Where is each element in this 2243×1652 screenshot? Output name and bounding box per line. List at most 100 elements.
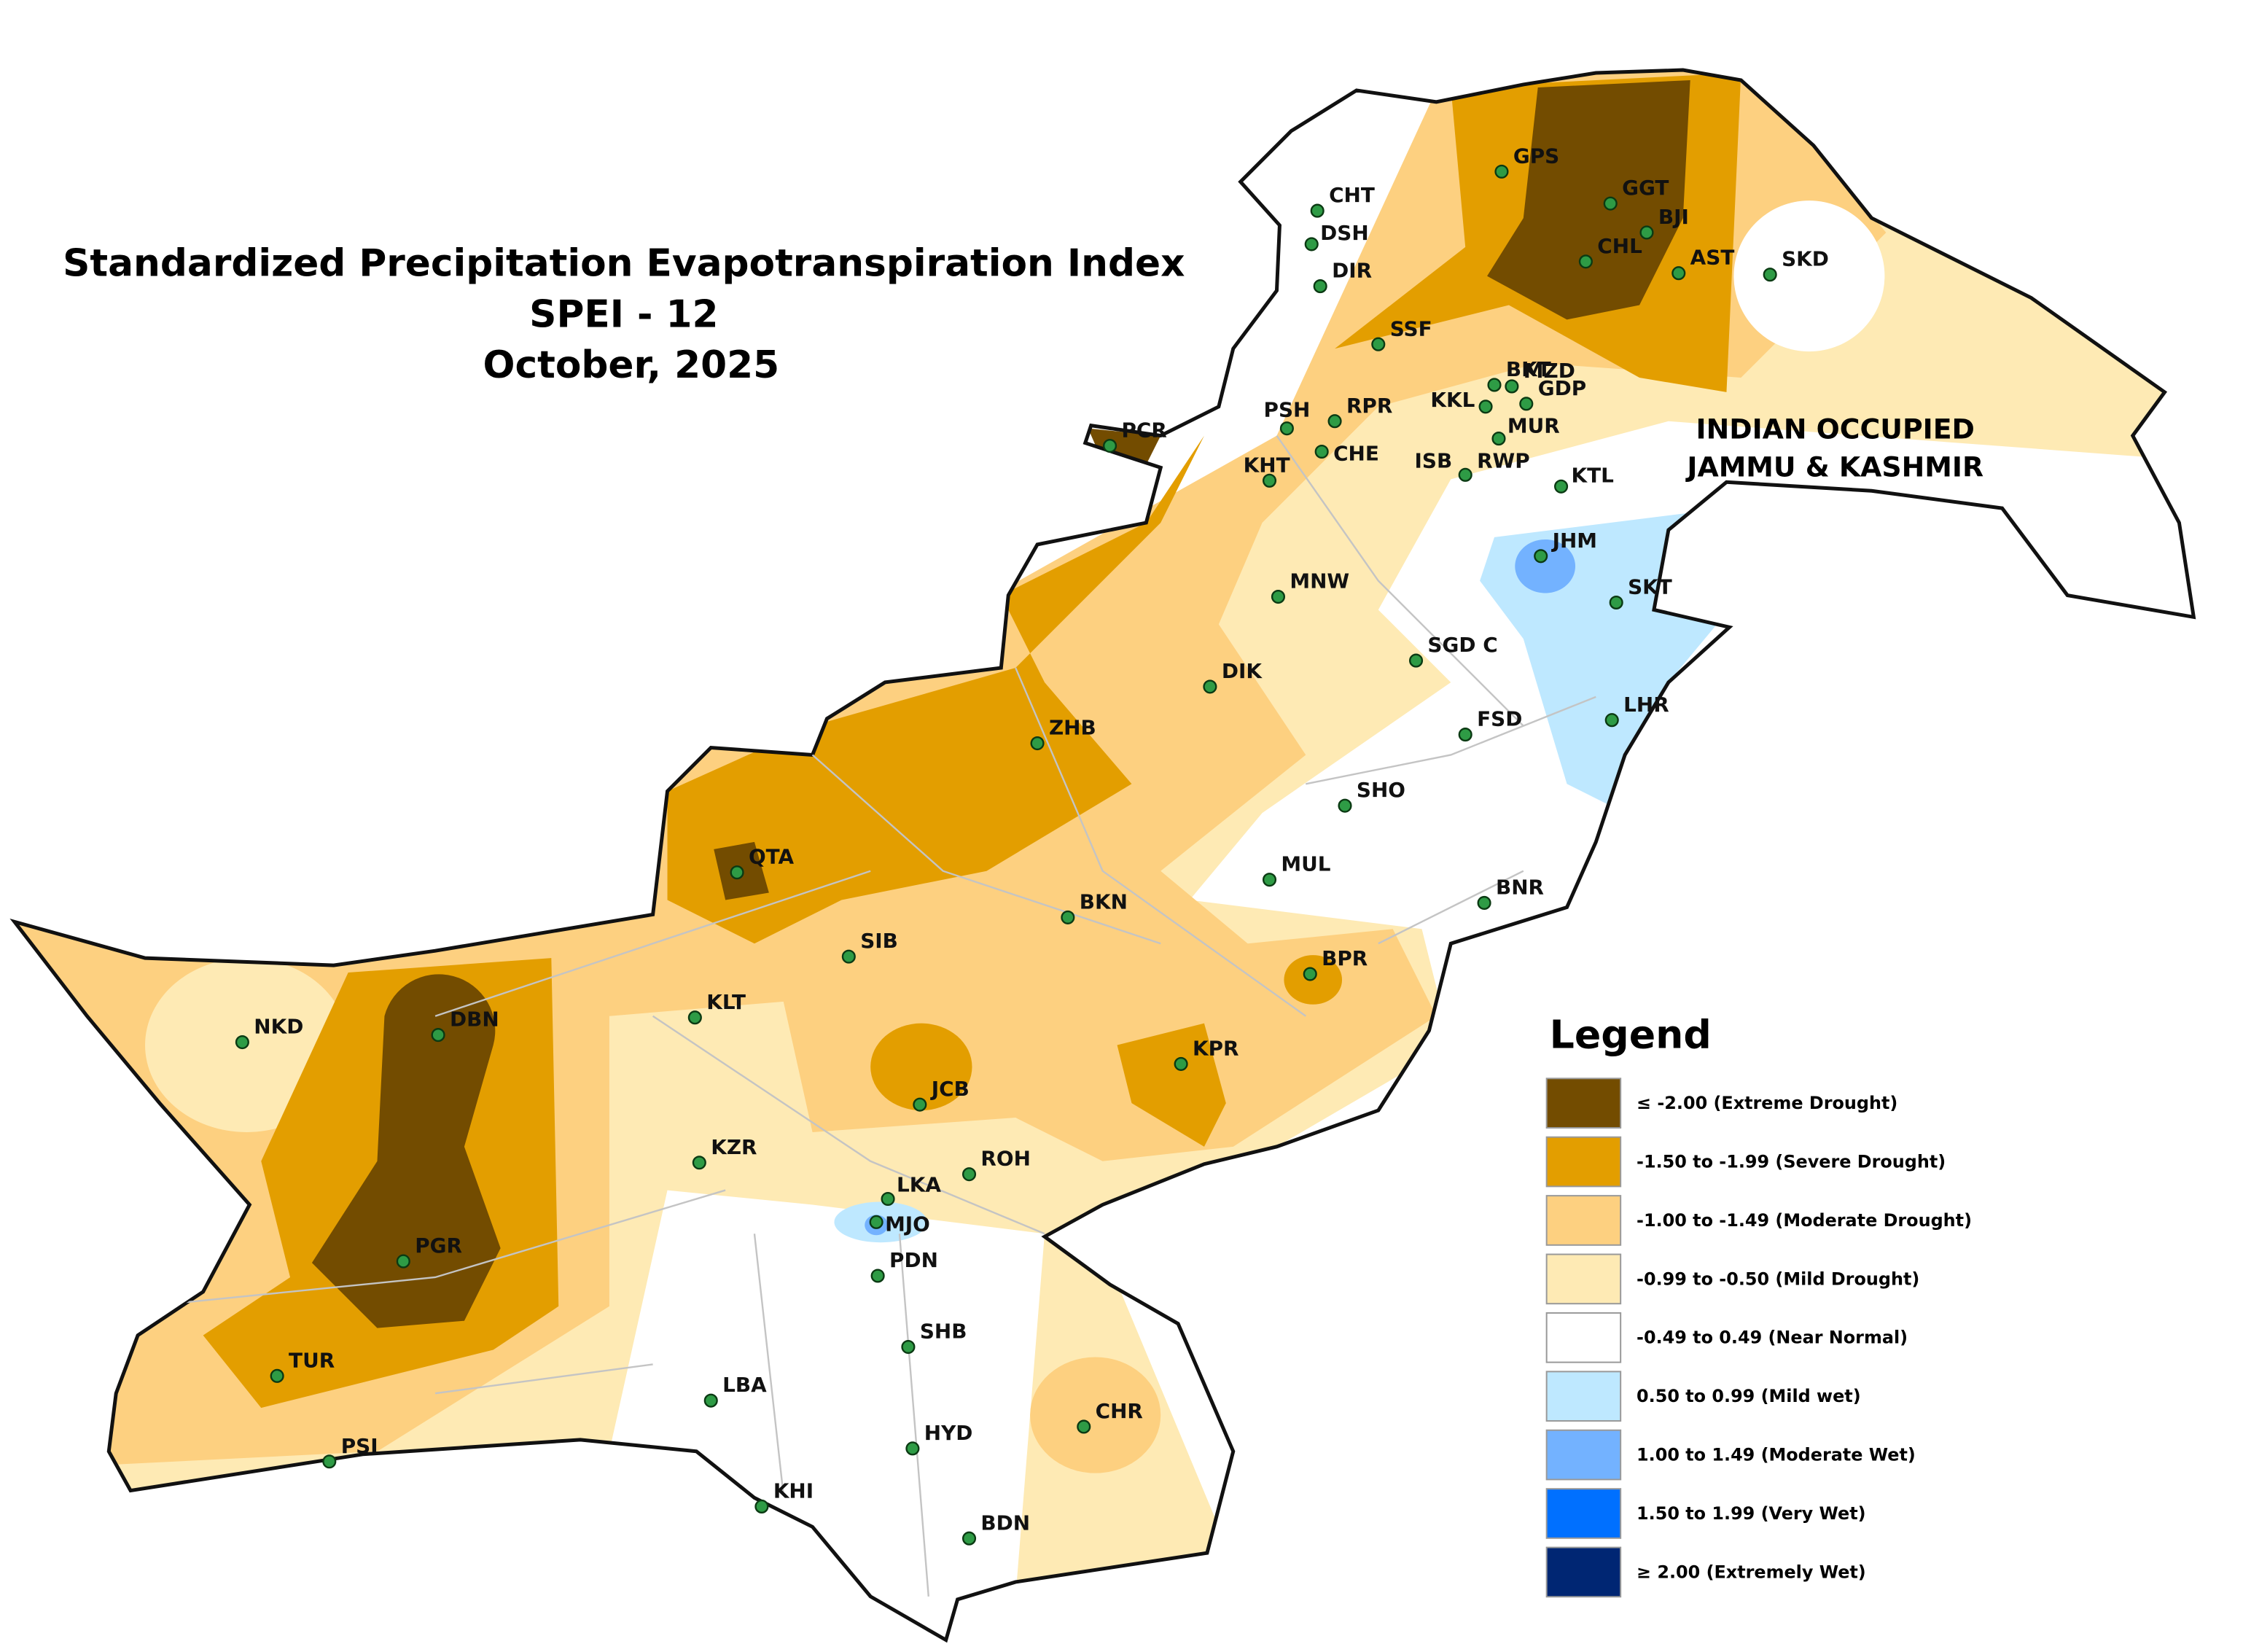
station-dot (1310, 203, 1325, 218)
station-dot (1478, 400, 1493, 414)
station-dot (1203, 679, 1217, 694)
station-label: BDN (980, 1511, 1030, 1535)
station-dot (1077, 1419, 1091, 1434)
legend-swatch (1545, 1078, 1622, 1129)
station-label: SSF (1390, 316, 1432, 340)
station-label: NKD (254, 1015, 303, 1039)
legend-label: 1.50 to 1.99 (Very Wet) (1637, 1503, 1866, 1524)
station-label: BKT (1506, 357, 1551, 381)
station-dot (1103, 438, 1117, 453)
station-label: CHL (1597, 234, 1642, 258)
legend: ≤ -2.00 (Extreme Drought) -1.50 to -1.99 … (1545, 1078, 1972, 1598)
station-dot (1604, 713, 1619, 728)
district-border (1276, 435, 1524, 727)
station-dot (881, 1191, 895, 1207)
station-dot (692, 1156, 706, 1170)
station-label: PDN (889, 1248, 938, 1272)
district-border (434, 1363, 653, 1395)
station-dot (1487, 378, 1502, 392)
region-label: INDIAN OCCUPIED (1696, 413, 1975, 445)
station-dot (1603, 196, 1618, 211)
station-dot (901, 1339, 916, 1355)
station-label: KLT (706, 990, 746, 1014)
legend-label: ≤ -2.00 (Extreme Drought) (1637, 1093, 1897, 1113)
station-dot (1578, 254, 1593, 269)
station-dot (961, 1531, 977, 1546)
station-label: TUR (289, 1348, 335, 1372)
legend-label: -0.49 to 0.49 (Near Normal) (1637, 1328, 1908, 1348)
country-outline (9, 68, 2196, 1643)
station-label: RWP (1477, 448, 1530, 472)
station-label: SHB (920, 1320, 967, 1344)
station-dot (1271, 589, 1286, 604)
station-label: DSH (1320, 221, 1369, 245)
index-zone (1515, 539, 1576, 593)
station-label: SIB (860, 929, 898, 953)
station-dot (1338, 798, 1352, 813)
station-label: LKA (897, 1173, 941, 1197)
index-zone (1487, 79, 1690, 320)
station-label: PGR (415, 1234, 462, 1258)
station-dot (1061, 910, 1075, 924)
legend-label: 1.00 to 1.49 (Moderate Wet) (1637, 1445, 1916, 1465)
station-label: RPR (1346, 394, 1392, 418)
station-dot (1458, 467, 1472, 482)
station-label: ZHB (1049, 716, 1096, 740)
station-dot (1505, 379, 1519, 394)
station-label: SKD (1782, 247, 1829, 271)
district-borders (144, 435, 1596, 1597)
station-dot (1327, 414, 1342, 429)
station-dot (322, 1454, 337, 1469)
title-line: SPEI - 12 (529, 292, 718, 336)
station-dot (1554, 479, 1569, 494)
station-label: KHI (773, 1479, 814, 1503)
station-dot (1671, 266, 1686, 281)
district-border (434, 870, 871, 1017)
station-label: BNR (1496, 876, 1544, 900)
station-dot (1313, 279, 1327, 294)
station-dot (235, 1035, 249, 1050)
station-label: SGD C (1427, 633, 1497, 657)
station-label: KHT (1244, 453, 1290, 477)
station-label: PSH (1264, 398, 1311, 422)
station-label: SKT (1628, 575, 1672, 599)
legend-swatch (1545, 1546, 1622, 1598)
station-label: AST (1690, 246, 1735, 270)
station-dot (1371, 337, 1386, 351)
station-label: MZD (1524, 359, 1575, 383)
region-label: JAMMU & KASHMIR (1685, 451, 1983, 483)
station-dot (1763, 268, 1777, 282)
station-label: GPS (1513, 144, 1559, 168)
station-dot (396, 1254, 410, 1269)
station-label: BPR (1322, 946, 1368, 970)
station-dot (913, 1097, 927, 1112)
district-border (1015, 667, 1306, 1017)
station-dot (841, 949, 856, 964)
legend-swatch (1545, 1488, 1622, 1539)
legend-swatch (1545, 1136, 1622, 1188)
station-label: DBN (450, 1008, 499, 1032)
station-label: LHR (1623, 693, 1669, 717)
station-label: JCB (930, 1077, 970, 1101)
title-line: Standardized Precipitation Evapotranspir… (63, 242, 1185, 286)
station-dot (961, 1167, 977, 1182)
station-label: JHM (1551, 529, 1597, 553)
station-dot (1494, 164, 1509, 179)
station-label: QTA (749, 845, 795, 869)
station-dot (1477, 895, 1491, 911)
station-label: MNW (1290, 569, 1349, 593)
station-label: SHO (1357, 778, 1405, 802)
station-label: PCR (1121, 418, 1166, 443)
station-label: KZR (711, 1135, 757, 1159)
station-dot (1609, 595, 1623, 610)
station-dot (1174, 1056, 1188, 1071)
station-dot (905, 1441, 920, 1456)
station-dot (270, 1368, 284, 1383)
legend-label: -1.50 to -1.99 (Severe Drought) (1637, 1152, 1946, 1172)
station-dot (1534, 549, 1548, 564)
station-dot (703, 1393, 718, 1408)
station-dot (1304, 237, 1319, 252)
district-border (652, 1015, 1045, 1235)
station-label: ISB (1415, 448, 1453, 472)
